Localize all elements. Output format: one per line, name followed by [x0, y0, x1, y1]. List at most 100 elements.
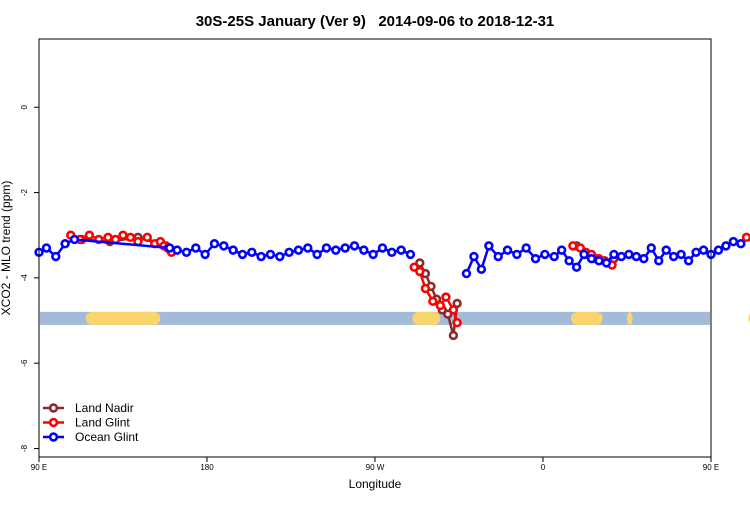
data-point — [530, 253, 541, 264]
data-point — [448, 330, 459, 341]
data-point — [540, 249, 550, 260]
data-point — [209, 239, 220, 249]
data-point — [415, 266, 425, 277]
legend-label: Ocean Glint — [75, 430, 139, 444]
data-point — [265, 249, 276, 260]
legend-marker — [48, 432, 59, 442]
data-point — [631, 251, 642, 262]
data-point — [512, 249, 522, 260]
data-point — [103, 232, 113, 243]
data-point — [691, 247, 701, 257]
data-point — [594, 256, 604, 266]
data-point — [502, 245, 513, 255]
data-point — [646, 243, 656, 253]
data-point — [564, 256, 574, 266]
data-point — [142, 232, 152, 243]
data-point — [368, 249, 378, 260]
plot-frame — [38, 38, 712, 458]
data-point — [461, 268, 472, 279]
data-point — [435, 300, 446, 311]
data-point — [441, 292, 451, 302]
y-tick-label: -2 — [20, 188, 29, 196]
data-point — [654, 256, 664, 266]
y-tick-label: 0 — [20, 104, 29, 109]
chart-title: 30S-25S January (Ver 9) 2014-09-06 to 20… — [196, 13, 555, 30]
data-point — [164, 243, 175, 253]
x-tick-label: 0 — [541, 463, 546, 472]
data-point — [69, 234, 80, 245]
data-point — [118, 230, 128, 240]
data-point — [609, 249, 619, 260]
data-point — [340, 243, 350, 253]
data-point — [448, 305, 459, 315]
data-point — [312, 249, 322, 260]
x-tick-label: 90 E — [31, 463, 47, 472]
data-point — [521, 243, 531, 253]
x-axis-title: Longitude — [349, 477, 402, 491]
legend-marker — [48, 417, 59, 428]
data-point — [661, 245, 671, 255]
data-point — [586, 253, 597, 264]
data-point — [624, 249, 634, 260]
data-point — [428, 296, 438, 307]
data-point — [676, 249, 686, 260]
data-point — [493, 251, 503, 262]
land-ocean-band — [40, 311, 750, 325]
data-point — [275, 251, 285, 262]
data-point — [219, 241, 229, 251]
data-point — [601, 258, 612, 268]
data-point — [568, 241, 578, 251]
x-tick-label: 90 W — [366, 463, 385, 472]
data-point — [579, 249, 589, 260]
data-point — [228, 245, 238, 255]
data-point — [698, 245, 709, 255]
data-point — [405, 249, 416, 260]
land-band-segment — [85, 311, 161, 325]
data-point — [172, 245, 182, 255]
x-tick-label: 180 — [200, 463, 214, 472]
data-point — [476, 264, 487, 275]
data-point — [41, 243, 52, 253]
data-point — [639, 253, 649, 264]
data-point — [377, 243, 388, 253]
y-axis-title: XCO2 - MLO trend (ppm) — [0, 181, 13, 316]
legend-label: Land Nadir — [75, 401, 134, 415]
data-point — [736, 239, 746, 249]
data-point — [728, 236, 739, 247]
data-point — [321, 243, 332, 253]
data-point — [616, 251, 627, 262]
data-point — [331, 245, 341, 255]
data-point — [84, 230, 95, 240]
data-point — [721, 241, 731, 251]
data-point — [452, 317, 462, 328]
y-tick-label: -8 — [20, 444, 29, 452]
data-point — [549, 251, 559, 262]
data-point — [387, 247, 397, 257]
data-point — [284, 247, 294, 257]
data-point — [349, 241, 360, 251]
data-point — [484, 241, 494, 251]
data-point — [181, 247, 192, 257]
x-tick-label: 90 E — [703, 463, 719, 472]
axes: 90 E 180 90 W 0 90 E 0 -2 -4 -6 -8 — [20, 38, 719, 472]
data-point — [452, 298, 462, 309]
data-point — [420, 283, 431, 294]
data-point — [256, 251, 266, 262]
data-point — [668, 251, 679, 262]
y-tick-label: -4 — [20, 274, 29, 282]
series-ocean-glint — [34, 234, 746, 279]
legend-marker — [48, 403, 59, 413]
data-point — [125, 232, 136, 243]
data-point — [60, 239, 70, 249]
legend-label: Land Glint — [75, 416, 130, 430]
data-point — [237, 249, 248, 260]
data-point — [556, 245, 567, 255]
data-point — [713, 245, 724, 255]
data-point — [200, 249, 210, 260]
data-point — [303, 243, 313, 253]
data-point — [469, 251, 479, 262]
data-point — [571, 262, 582, 272]
